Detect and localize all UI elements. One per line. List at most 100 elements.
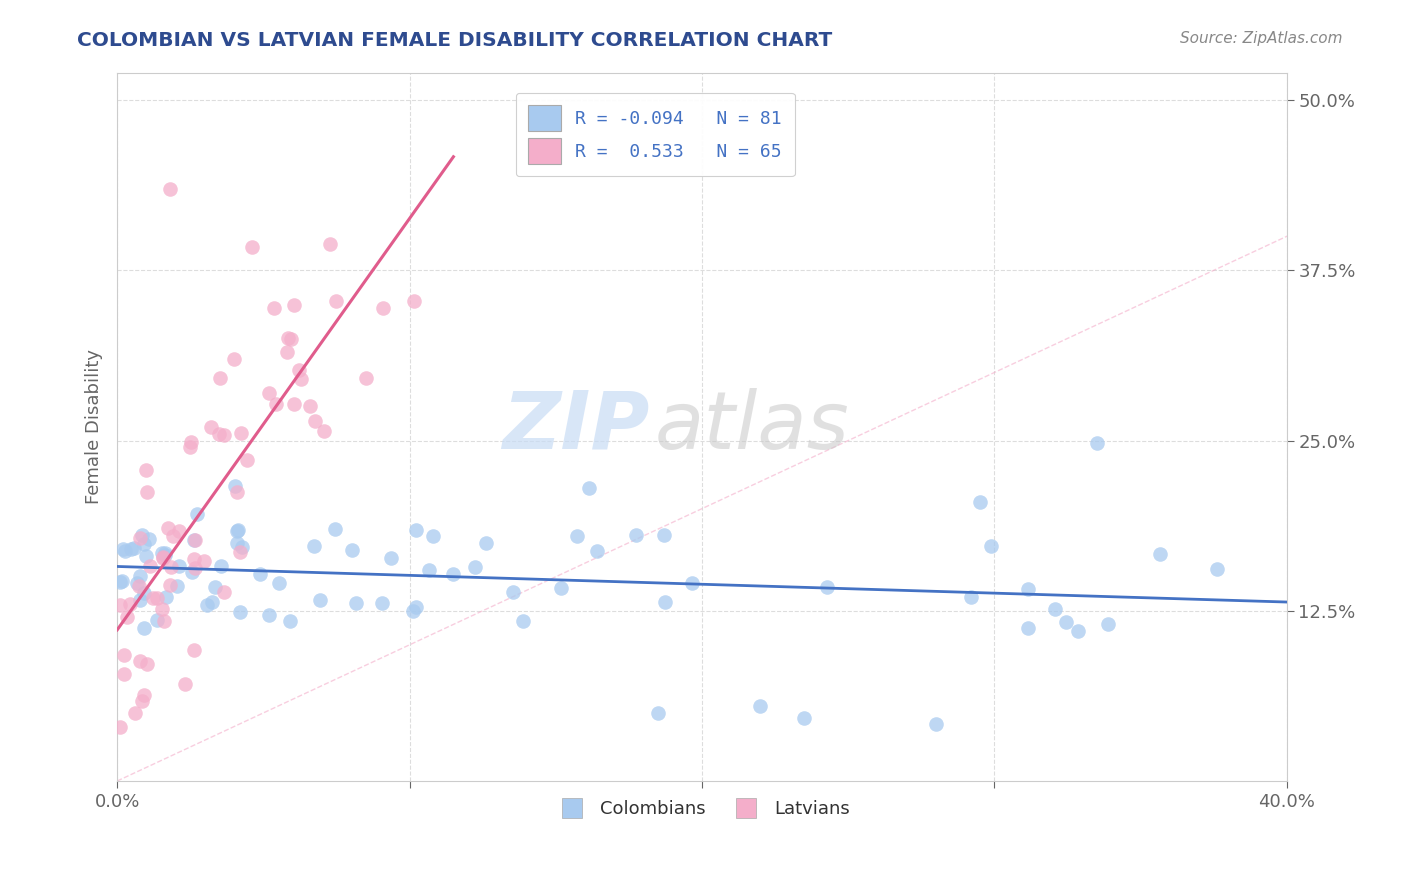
Point	[111, 574, 134, 588]
Text: COLOMBIAN VS LATVIAN FEMALE DISABILITY CORRELATION CHART: COLOMBIAN VS LATVIAN FEMALE DISABILITY C…	[77, 31, 832, 50]
Point	[512, 614, 534, 628]
Point	[155, 591, 177, 605]
Point	[586, 544, 609, 558]
Point	[269, 575, 291, 590]
Point	[131, 694, 153, 708]
Point	[652, 528, 675, 542]
Point	[325, 294, 347, 309]
Point	[167, 559, 190, 574]
Point	[180, 435, 202, 450]
Point	[139, 559, 162, 574]
Point	[342, 543, 364, 558]
Point	[183, 533, 205, 548]
Legend: Colombians, Latvians: Colombians, Latvians	[547, 793, 858, 825]
Point	[183, 551, 205, 566]
Point	[304, 414, 326, 428]
Point	[224, 351, 246, 366]
Point	[150, 601, 173, 615]
Point	[201, 595, 224, 609]
Point	[1149, 547, 1171, 561]
Text: Source: ZipAtlas.com: Source: ZipAtlas.com	[1180, 31, 1343, 46]
Point	[263, 301, 285, 315]
Point	[654, 595, 676, 609]
Point	[212, 584, 235, 599]
Point	[152, 551, 174, 566]
Point	[114, 544, 136, 558]
Point	[135, 484, 157, 499]
Point	[132, 586, 155, 600]
Point	[135, 549, 157, 564]
Point	[550, 582, 572, 596]
Point	[405, 599, 427, 614]
Point	[380, 551, 402, 566]
Point	[159, 182, 181, 196]
Point	[204, 580, 226, 594]
Point	[1054, 615, 1077, 629]
Point	[135, 462, 157, 476]
Point	[128, 578, 150, 592]
Point	[124, 541, 146, 556]
Point	[112, 666, 135, 681]
Point	[290, 372, 312, 386]
Point	[212, 427, 235, 442]
Point	[128, 593, 150, 607]
Point	[1067, 624, 1090, 638]
Point	[195, 598, 218, 612]
Point	[108, 598, 131, 612]
Point	[1205, 562, 1227, 576]
Point	[464, 559, 486, 574]
Point	[162, 529, 184, 543]
Point	[249, 566, 271, 581]
Point	[142, 591, 165, 605]
Point	[167, 524, 190, 538]
Text: atlas: atlas	[655, 388, 849, 466]
Point	[749, 699, 772, 714]
Point	[226, 523, 249, 537]
Point	[108, 719, 131, 733]
Point	[280, 614, 302, 628]
Point	[180, 565, 202, 579]
Point	[405, 523, 427, 537]
Point	[156, 521, 179, 535]
Point	[240, 240, 263, 254]
Point	[280, 332, 302, 346]
Point	[173, 677, 195, 691]
Point	[276, 344, 298, 359]
Point	[236, 453, 259, 467]
Point	[152, 546, 174, 560]
Point	[422, 529, 444, 543]
Point	[153, 546, 176, 560]
Point	[112, 648, 135, 662]
Point	[257, 386, 280, 401]
Point	[166, 579, 188, 593]
Point	[209, 559, 232, 574]
Point	[319, 236, 342, 251]
Point	[1017, 621, 1039, 635]
Point	[681, 576, 703, 591]
Point	[1085, 436, 1108, 450]
Point	[226, 524, 249, 539]
Text: ZIP: ZIP	[502, 388, 650, 466]
Point	[138, 532, 160, 546]
Point	[229, 425, 252, 440]
Point	[120, 542, 142, 557]
Point	[815, 580, 838, 594]
Point	[371, 301, 394, 315]
Point	[179, 441, 201, 455]
Point	[925, 716, 948, 731]
Point	[969, 495, 991, 509]
Point	[257, 607, 280, 622]
Point	[224, 479, 246, 493]
Point	[184, 561, 207, 575]
Point	[793, 711, 815, 725]
Point	[186, 507, 208, 521]
Point	[128, 569, 150, 583]
Point	[1043, 601, 1066, 615]
Point	[298, 400, 321, 414]
Point	[160, 559, 183, 574]
Point	[323, 522, 346, 536]
Y-axis label: Female Disability: Female Disability	[86, 350, 103, 505]
Point	[578, 481, 600, 495]
Point	[226, 536, 249, 550]
Point	[124, 706, 146, 721]
